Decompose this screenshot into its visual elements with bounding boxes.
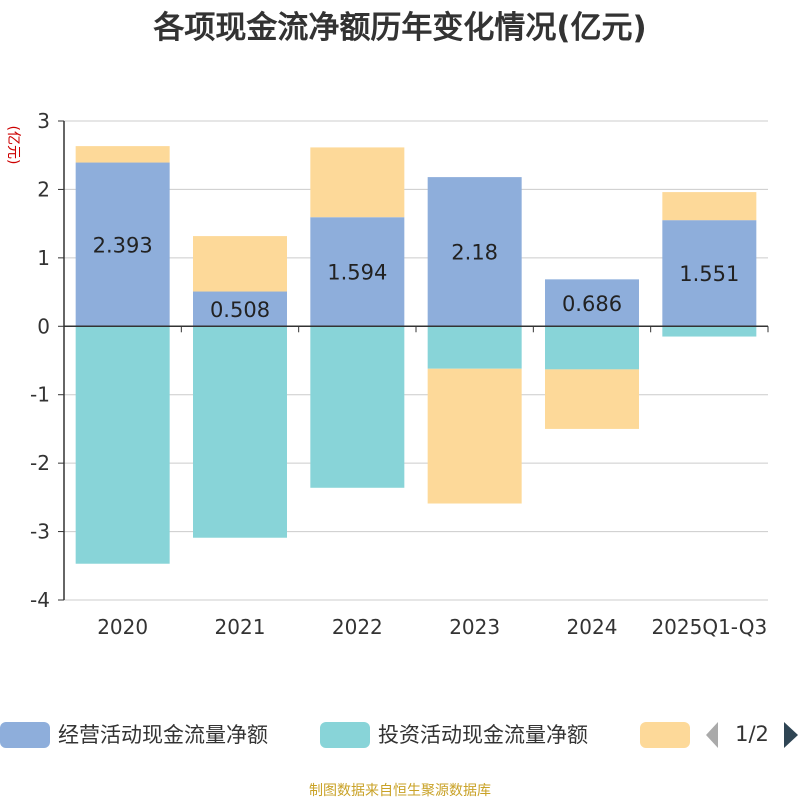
y-tick-label: -2 [30, 451, 50, 475]
bar-series-2[interactable] [545, 326, 639, 370]
legend-pager: 1/2 [706, 722, 798, 748]
legend-prev-icon[interactable] [706, 722, 718, 748]
y-tick-label: 0 [37, 314, 50, 338]
bar-series-3[interactable] [427, 368, 522, 504]
bar-series-3[interactable] [75, 146, 170, 163]
bar-series-2[interactable] [75, 326, 170, 564]
axes: -4 -3 -2 -1 0 1 2 3 2020 2021 2022 2023 2024 2025Q1-Q… [30, 109, 769, 639]
bars [75, 146, 757, 564]
legend-label[interactable]: 投资活动现金流量净额 [378, 723, 588, 747]
data-label: 1.551 [679, 262, 739, 286]
source-note: 制图数据来自恒生聚源数据库 [309, 783, 491, 799]
y-tick-label: -4 [30, 588, 50, 612]
bar-series-1[interactable] [193, 291, 287, 327]
data-label: 1.594 [327, 261, 387, 285]
data-label: 0.686 [562, 292, 622, 316]
x-tick-label: 2024 [567, 615, 618, 639]
bar-series-2[interactable] [310, 326, 405, 488]
x-tick-label: 2021 [215, 615, 266, 639]
bar-series-2[interactable] [427, 326, 522, 369]
bar-series-1[interactable] [310, 217, 405, 327]
legend-next-icon[interactable] [784, 722, 798, 748]
x-tick-label: 2025Q1-Q3 [651, 615, 767, 639]
y-tick-label: -1 [30, 383, 50, 407]
bar-series-1[interactable] [545, 279, 639, 327]
bar-series-1[interactable] [662, 220, 757, 327]
y-tick-label: 1 [37, 246, 50, 270]
legend-swatch[interactable] [0, 722, 50, 748]
bar-series-3[interactable] [545, 369, 639, 429]
y-tick-label: 3 [37, 109, 50, 133]
bar-series-1[interactable] [75, 162, 170, 327]
legend-label[interactable]: 经营活动现金流量净额 [58, 723, 268, 747]
legend: 经营活动现金流量净额 投资活动现金流量净额 [0, 722, 690, 748]
bar-series-3[interactable] [662, 192, 757, 221]
x-tick-label: 2023 [449, 615, 500, 639]
data-labels: 2.393 0.508 1.594 2.18 0.686 1.551 [93, 233, 740, 321]
legend-swatch[interactable] [320, 722, 370, 748]
y-tick-label: -3 [30, 520, 50, 544]
y-axis-label: (亿元) [5, 126, 21, 165]
gridlines [64, 120, 768, 601]
bar-series-2[interactable] [193, 326, 287, 538]
data-label: 2.18 [451, 241, 498, 265]
chart-title: 各项现金流净额历年变化情况(亿元) [152, 10, 646, 46]
bar-series-1[interactable] [427, 177, 522, 327]
bar-series-3[interactable] [193, 236, 287, 292]
data-label: 2.393 [93, 233, 153, 257]
legend-swatch[interactable] [640, 722, 690, 748]
bar-series-3[interactable] [310, 147, 405, 218]
legend-page-indicator: 1/2 [735, 722, 769, 746]
y-tick-label: 2 [37, 177, 50, 201]
x-tick-label: 2020 [97, 615, 148, 639]
x-tick-label: 2022 [332, 615, 383, 639]
bar-series-2[interactable] [662, 326, 757, 337]
data-label: 0.508 [210, 298, 270, 322]
